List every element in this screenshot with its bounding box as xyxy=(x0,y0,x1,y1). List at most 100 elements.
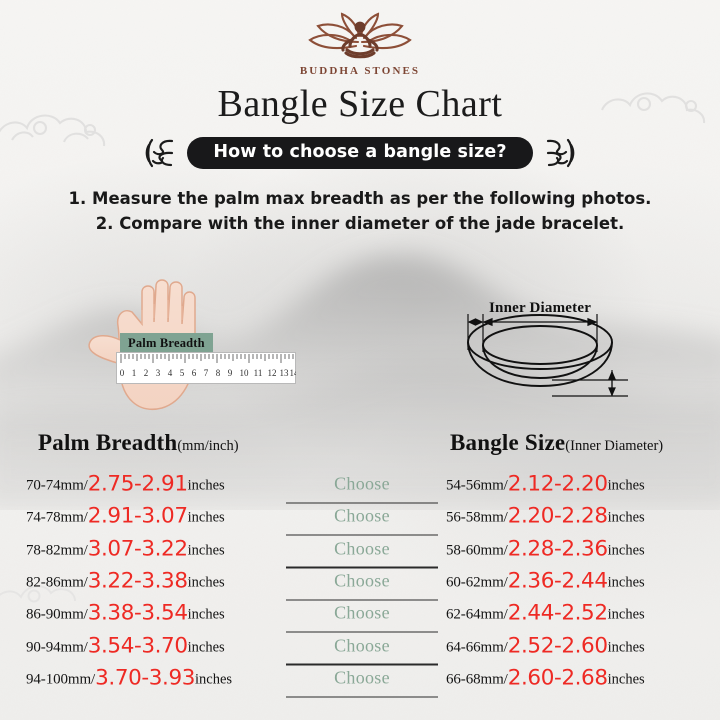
inner-diameter-label: Inner Diameter xyxy=(489,300,592,316)
bangle-size-mm: 66-68mm/ xyxy=(446,671,508,688)
palm-breadth-cell: 78-82mm/3.07-3.22inches xyxy=(26,538,225,560)
choose-label[interactable]: Choose xyxy=(334,473,390,494)
palm-breadth-unit: inches xyxy=(187,541,225,558)
choose-slot[interactable]: Choose xyxy=(286,473,438,504)
palm-breadth-cell: 82-86mm/3.22-3.38inches xyxy=(26,570,225,592)
bangle-size-mm: 60-62mm/ xyxy=(446,574,508,591)
choose-slot[interactable]: Choose xyxy=(286,635,438,666)
bangle-size-inches: 2.44-2.52 xyxy=(507,600,608,626)
choose-slot[interactable]: Choose xyxy=(286,538,438,569)
bangle-ring-diagram xyxy=(467,314,628,397)
ornamental-flourish-right-icon xyxy=(546,138,574,168)
palm-breadth-mm: 78-82mm/ xyxy=(26,541,88,558)
palm-breadth-unit: inches xyxy=(187,574,225,591)
svg-text:8: 8 xyxy=(216,368,221,378)
svg-text:2: 2 xyxy=(144,368,149,378)
ruler-icon: 0 1 2 3 4 5 6 7 8 9 10 11 12 13 14 xyxy=(116,352,296,384)
bangle-size-cell: 60-62mm/2.36-2.44inches xyxy=(446,570,645,592)
bangle-size-unit: inches xyxy=(607,574,645,591)
palm-breadth-unit: inches xyxy=(187,477,225,494)
instruction-line-2: 2. Compare with the inner diameter of th… xyxy=(95,214,625,233)
choose-underline xyxy=(286,566,438,569)
palm-breadth-mm: 86-90mm/ xyxy=(26,606,88,623)
svg-text:10: 10 xyxy=(240,368,250,378)
bangle-size-unit: inches xyxy=(607,541,645,558)
svg-text:13: 13 xyxy=(280,368,290,378)
bangle-size-cell: 62-64mm/2.44-2.52inches xyxy=(446,600,645,626)
bangle-size-inches: 2.12-2.20 xyxy=(507,471,608,497)
table-row: 90-94mm/3.54-3.70inches Choose 64-66mm/2.5… xyxy=(0,629,720,666)
svg-text:3: 3 xyxy=(156,368,161,378)
palm-breadth-header-title: Palm Breadth xyxy=(38,430,178,455)
table-row: 78-82mm/3.07-3.22inches Choose 58-60mm/2.2… xyxy=(0,533,720,569)
palm-breadth-inches: 3.38-3.54 xyxy=(87,600,188,626)
palm-breadth-cell: 94-100mm/3.70-3.93inches xyxy=(26,667,232,689)
choose-label[interactable]: Choose xyxy=(334,538,390,559)
bangle-size-inches: 2.20-2.28 xyxy=(507,503,608,529)
bangle-size-cell: 66-68mm/2.60-2.68inches xyxy=(446,667,645,689)
bangle-size-unit: inches xyxy=(607,606,645,623)
palm-breadth-mm: 94-100mm/ xyxy=(26,671,96,688)
choose-underline xyxy=(286,696,438,698)
svg-text:14: 14 xyxy=(290,368,297,378)
bangle-size-inches: 2.28-2.36 xyxy=(507,535,608,561)
svg-text:0: 0 xyxy=(120,368,125,378)
brand-name: BUDDHA STONES xyxy=(299,65,421,77)
choose-label[interactable]: Choose xyxy=(334,635,390,656)
choose-slot[interactable]: Choose xyxy=(286,602,438,633)
palm-breadth-unit: inches xyxy=(195,671,233,688)
choose-slot[interactable]: Choose xyxy=(286,667,438,698)
palm-breadth-inches: 3.22-3.38 xyxy=(87,568,188,594)
brand-logo: BUDDHA STONES xyxy=(0,12,720,77)
palm-breadth-unit: inches xyxy=(187,509,225,526)
badge-row: How to choose a bangle size? xyxy=(0,136,720,170)
choose-label[interactable]: Choose xyxy=(334,570,390,591)
palm-breadth-unit: inches xyxy=(187,638,225,655)
how-to-badge: How to choose a bangle size? xyxy=(187,137,533,169)
table-row: 74-78mm/2.91-3.07inches Choose 56-58mm/2.2… xyxy=(0,500,720,536)
bangle-size-cell: 58-60mm/2.28-2.36inches xyxy=(446,538,645,560)
bangle-size-mm: 56-58mm/ xyxy=(446,509,508,526)
choose-slot[interactable]: Choose xyxy=(286,505,438,536)
palm-breadth-mm: 74-78mm/ xyxy=(26,509,88,526)
bangle-size-mm: 58-60mm/ xyxy=(446,541,508,558)
bangle-size-column-header: Bangle Size(Inner Diameter) xyxy=(450,430,663,456)
svg-text:7: 7 xyxy=(204,368,209,378)
palm-breadth-inches: 2.75-2.91 xyxy=(87,471,188,497)
bangle-size-header-unit: (Inner Diameter) xyxy=(565,438,664,454)
bangle-size-cell: 54-56mm/2.12-2.20inches xyxy=(446,473,645,495)
choose-label[interactable]: Choose xyxy=(334,602,390,623)
bangle-size-unit: inches xyxy=(607,671,645,688)
palm-breadth-inches: 3.54-3.70 xyxy=(87,632,188,658)
choose-underline xyxy=(286,663,438,666)
bangle-size-mm: 54-56mm/ xyxy=(446,477,508,494)
svg-text:1: 1 xyxy=(132,368,137,378)
instructions-block: 1. Measure the palm max breadth as per t… xyxy=(0,186,720,236)
palm-breadth-cell: 90-94mm/3.54-3.70inches xyxy=(26,635,225,657)
table-row: 94-100mm/3.70-3.93inches Choose 66-68mm/2.… xyxy=(0,662,720,698)
bangle-size-mm: 64-66mm/ xyxy=(446,638,508,655)
choose-underline xyxy=(286,502,438,504)
choose-label[interactable]: Choose xyxy=(334,505,390,526)
svg-text:9: 9 xyxy=(228,368,233,378)
svg-text:5: 5 xyxy=(180,368,185,378)
table-row: 70-74mm/2.75-2.91inches Choose 54-56mm/2.1… xyxy=(0,468,720,504)
palm-breadth-cell: 74-78mm/2.91-3.07inches xyxy=(26,505,225,528)
choose-slot[interactable]: Choose xyxy=(286,570,438,601)
palm-breadth-mm: 90-94mm/ xyxy=(26,638,88,655)
bangle-size-mm: 62-64mm/ xyxy=(446,606,508,623)
bangle-size-inches: 2.60-2.68 xyxy=(507,665,608,691)
palm-breadth-header-unit: (mm/inch) xyxy=(177,438,239,454)
palm-breadth-unit: inches xyxy=(187,606,225,623)
choose-label[interactable]: Choose xyxy=(334,667,390,688)
palm-breadth-inches: 3.07-3.22 xyxy=(87,535,188,561)
choose-underline xyxy=(286,534,438,536)
bangle-size-cell: 64-66mm/2.52-2.60inches xyxy=(446,635,645,657)
palm-breadth-mm: 70-74mm/ xyxy=(26,477,88,494)
table-row: 82-86mm/3.22-3.38inches Choose 60-62mm/2.3… xyxy=(0,565,720,601)
bangle-size-unit: inches xyxy=(607,638,645,655)
page-title: Bangle Size Chart xyxy=(217,83,503,125)
choose-underline xyxy=(286,631,438,633)
bangle-size-header-title: Bangle Size xyxy=(450,430,566,455)
